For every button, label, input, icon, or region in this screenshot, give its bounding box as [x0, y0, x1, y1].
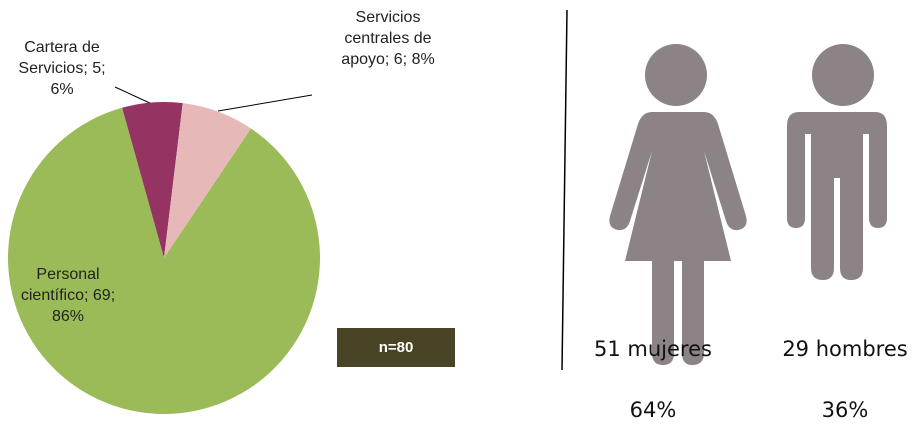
leader-line [217, 94, 313, 112]
woman-icon [609, 44, 747, 365]
data-label: Personal científico; 69; 86% [20, 266, 116, 325]
people-count: 51 mujeres [594, 337, 712, 361]
pie-slice [7, 107, 320, 415]
sample-size: n=80 [337, 328, 455, 367]
pie-slice [122, 102, 183, 258]
leader-line [114, 86, 153, 105]
divider [561, 9, 568, 371]
data-label: Servicios centrales de apoyo; 6; 8% [341, 9, 435, 68]
data-label: Cartera de Servicios; 5; 6% [18, 39, 106, 98]
people-percent: 36% [821, 398, 869, 422]
people-percent: 64% [629, 398, 677, 422]
man-icon [787, 44, 887, 280]
pie-slice [164, 103, 252, 258]
people-count: 29 hombres [782, 337, 908, 361]
